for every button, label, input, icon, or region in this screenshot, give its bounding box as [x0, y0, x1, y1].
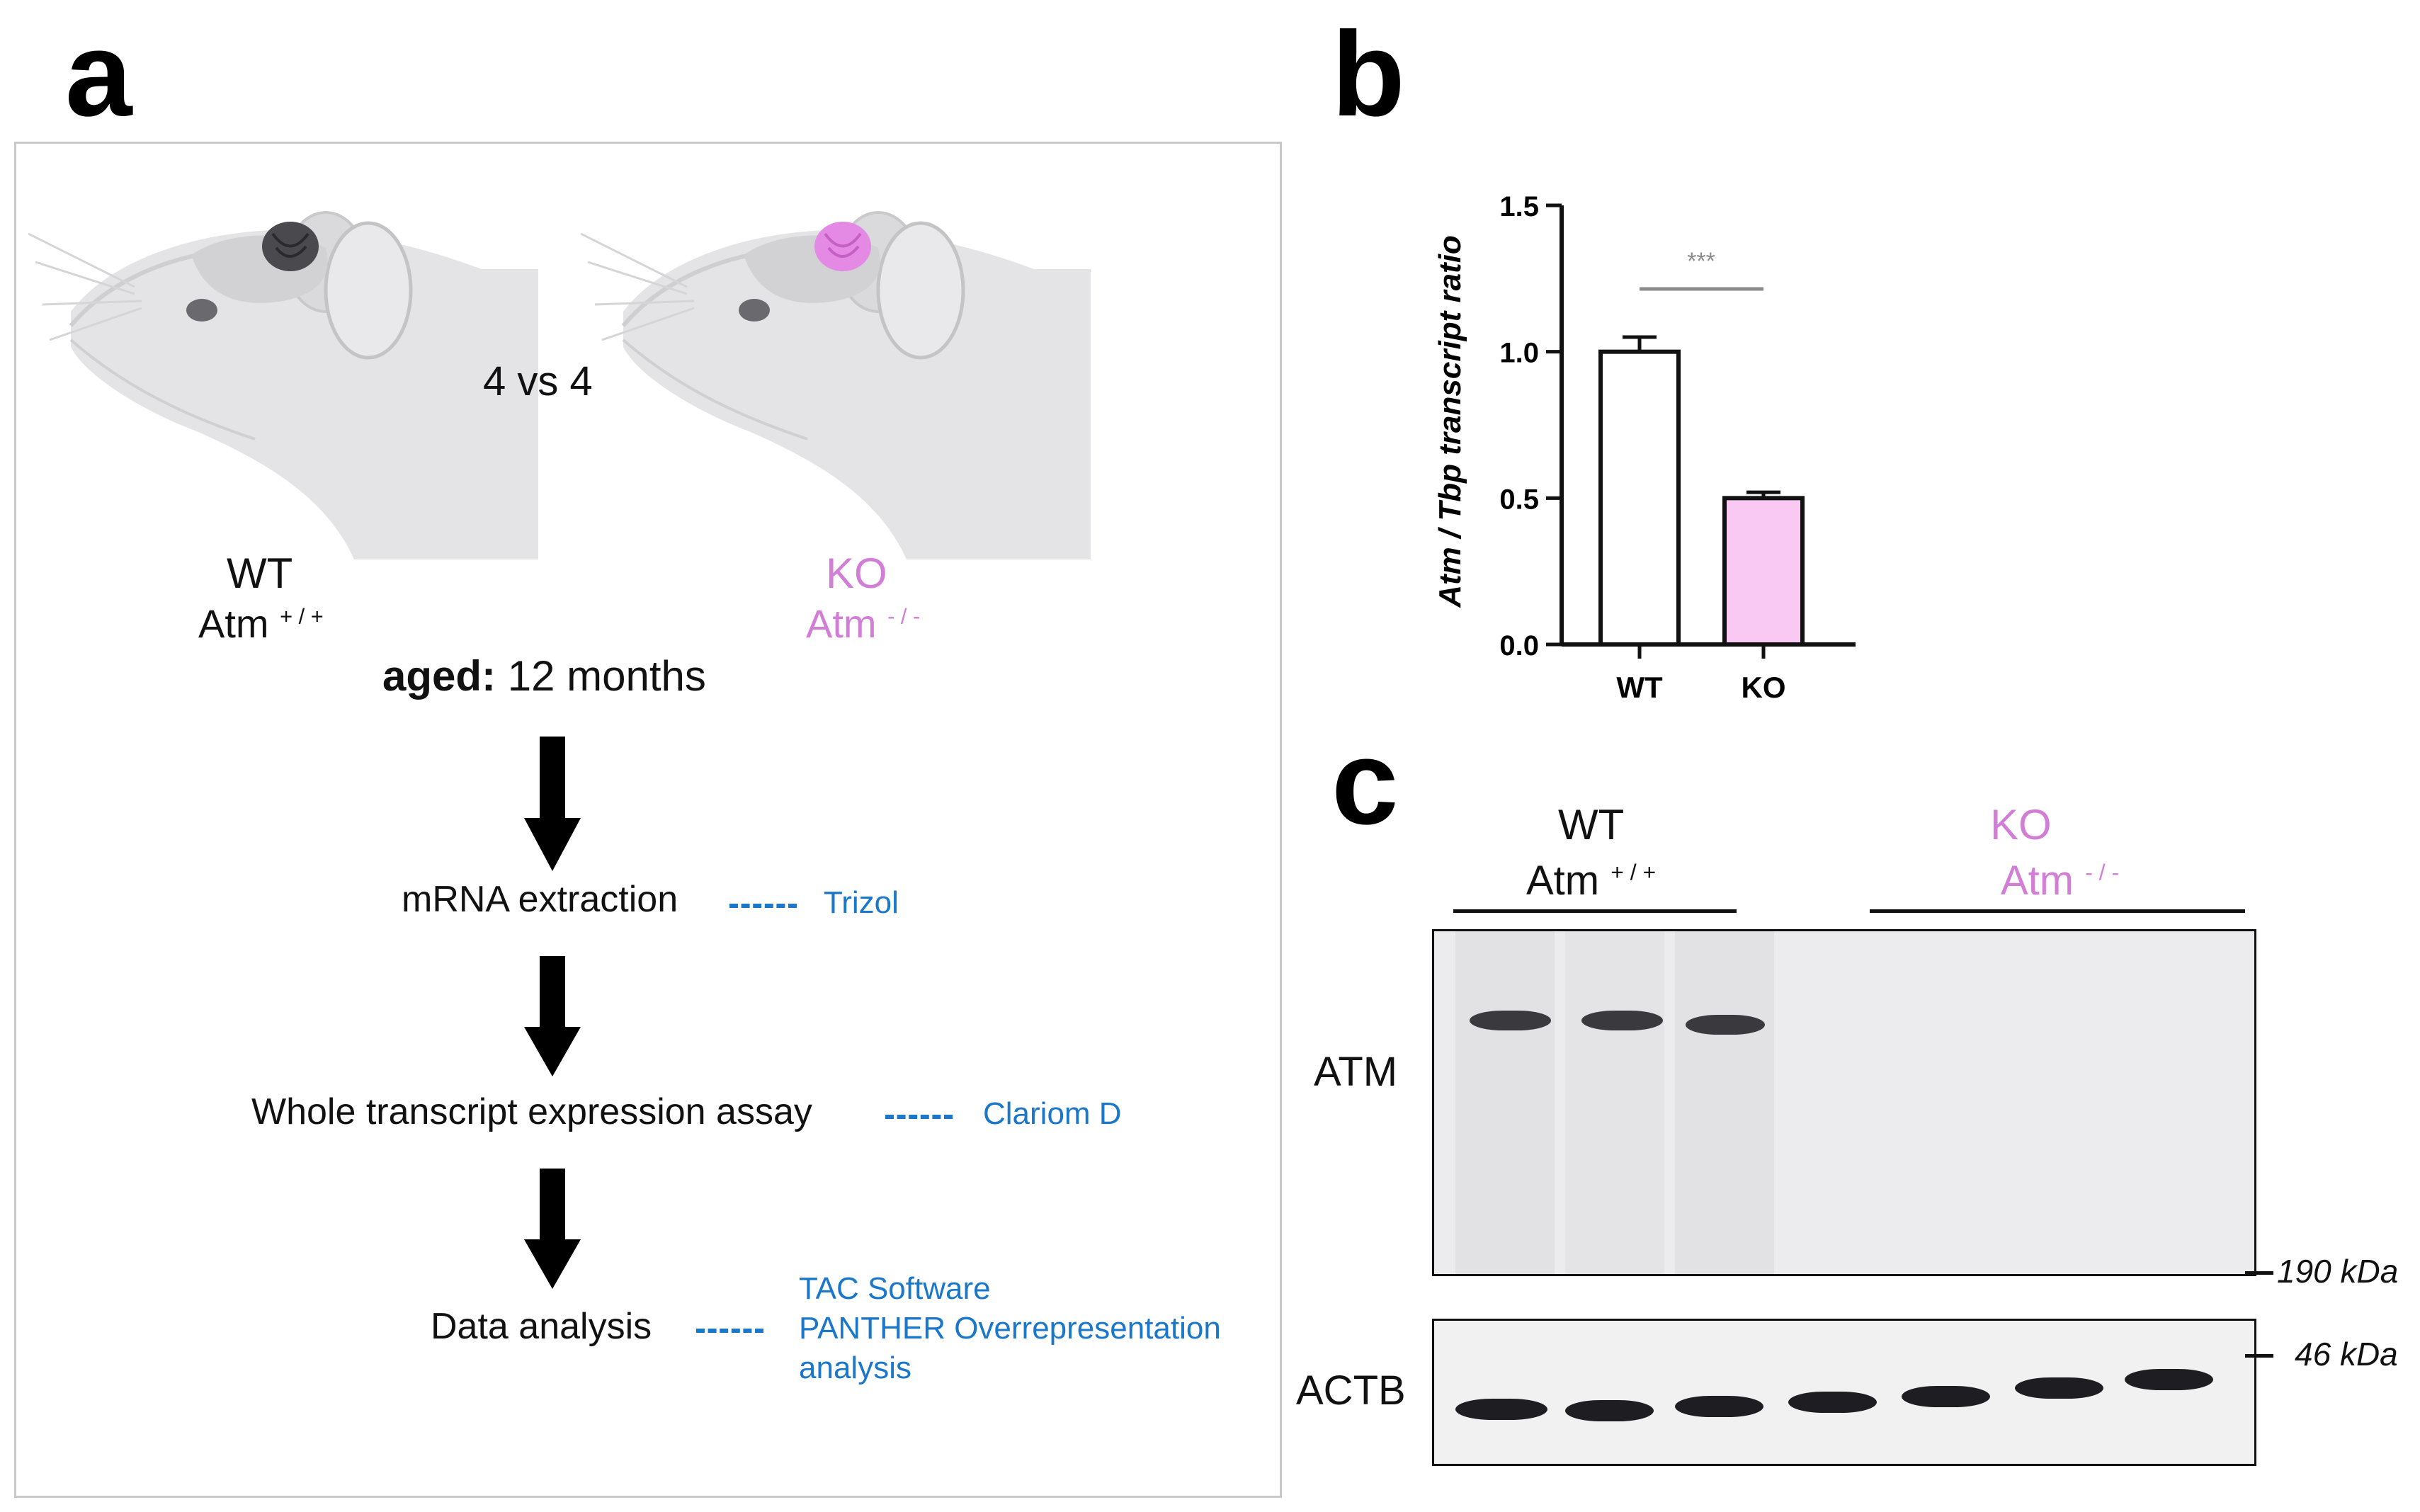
- ko-mouse-illustration: [581, 211, 1091, 559]
- atm-blot-image: [1432, 929, 2256, 1276]
- step-mrna-extraction: mRNA extraction: [402, 879, 678, 920]
- wt-lane-bracket: [1453, 909, 1737, 913]
- actb-band: [2015, 1377, 2103, 1399]
- ko-genotype-superscript: - / -: [887, 603, 921, 629]
- down-arrow-icon: [524, 737, 581, 871]
- marker-190-kda: 190 kDa: [2277, 1253, 2399, 1290]
- wt-genotype-text: Atm: [198, 601, 269, 646]
- step-whole-transcript: Whole transcript expression assay: [251, 1091, 812, 1132]
- y-tick-label: 1.5: [1499, 191, 1539, 222]
- atm-band: [1686, 1015, 1765, 1035]
- panel-a-frame: [14, 142, 1282, 1498]
- dash-connector: [696, 1329, 763, 1333]
- blot-lane: [1565, 931, 1664, 1274]
- bar-wt: [1598, 349, 1681, 647]
- method-panther: PANTHER Overrepresentation: [799, 1311, 1221, 1346]
- y-tick-label: 0.0: [1499, 630, 1539, 661]
- comparison-label: 4 vs 4: [483, 358, 593, 404]
- ko-lane-bracket: [1870, 909, 2245, 913]
- bar-chart: 0.0 0.5 1.0 1.5 WT KO *** Atm / Tbp transcrip…: [1433, 191, 1856, 704]
- actb-blot-image: [1432, 1319, 2256, 1466]
- blot-atm-label: ATM: [1314, 1049, 1398, 1095]
- chart-ylabel: Atm / Tbp transcript ratio: [1433, 235, 1467, 608]
- wt-genotype: Atm + / +: [198, 601, 324, 647]
- blot-wt-genotype-text: Atm: [1526, 858, 1600, 904]
- blot-ko-genotype: Atm - / -: [2001, 857, 2119, 904]
- marker-tick-46: [2245, 1354, 2273, 1358]
- ko-genotype: Atm - / -: [806, 601, 920, 647]
- wt-label: WT: [227, 550, 293, 597]
- x-tick-label: WT: [1616, 671, 1663, 704]
- actb-band: [1675, 1396, 1763, 1417]
- blot-wt-genotype: Atm + / +: [1526, 857, 1656, 904]
- panel-b-letter: b: [1331, 7, 1405, 142]
- bar-ko: [1722, 496, 1805, 647]
- blot-wt-superscript: + / +: [1611, 859, 1657, 885]
- wt-genotype-superscript: + / +: [280, 603, 324, 629]
- blot-ko-genotype-text: Atm: [2001, 858, 2074, 904]
- actb-band: [1565, 1400, 1654, 1421]
- step-data-analysis: Data analysis: [431, 1306, 652, 1347]
- dash-connector: [885, 1115, 953, 1119]
- down-arrow-icon: [524, 1169, 581, 1289]
- method-clariom: Clariom D: [983, 1096, 1122, 1131]
- method-analysis: analysis: [799, 1351, 911, 1385]
- x-tick-label: KO: [1742, 671, 1786, 704]
- actb-band: [2125, 1369, 2213, 1390]
- blot-lane: [1675, 931, 1774, 1274]
- chart-axes: 0.0 0.5 1.0 1.5 WT KO: [1499, 191, 1856, 704]
- blot-ko-label: KO: [1990, 801, 2052, 848]
- marker-46-kda: 46 kDa: [2295, 1336, 2398, 1372]
- chart-bars: ***: [1598, 248, 1805, 647]
- method-tac-software: TAC Software: [799, 1271, 991, 1306]
- ko-genotype-text: Atm: [806, 601, 877, 646]
- wt-mouse-illustration: [28, 211, 538, 559]
- marker-tick-190: [2245, 1271, 2273, 1275]
- aged-label: aged: 12 months: [382, 652, 706, 700]
- blot-wt-label: WT: [1558, 801, 1625, 848]
- blot-lane: [1455, 931, 1555, 1274]
- atm-band: [1470, 1011, 1551, 1030]
- aged-bold: aged:: [382, 652, 496, 700]
- atm-band: [1581, 1011, 1663, 1030]
- actb-band: [1902, 1386, 1990, 1407]
- actb-band: [1455, 1399, 1547, 1420]
- y-tick-label: 0.5: [1499, 484, 1539, 515]
- panel-c-letter: c: [1331, 715, 1399, 850]
- blot-ko-superscript: - / -: [2085, 859, 2120, 885]
- y-tick-label: 1.0: [1499, 338, 1539, 369]
- panel-a-letter: a: [65, 7, 132, 142]
- significance-label: ***: [1687, 248, 1715, 275]
- actb-band: [1788, 1392, 1877, 1413]
- blot-actb-label: ACTB: [1296, 1368, 1406, 1414]
- aged-value: 12 months: [507, 652, 706, 700]
- down-arrow-icon: [524, 956, 581, 1076]
- dash-connector: [729, 904, 797, 908]
- method-trizol: Trizol: [824, 885, 899, 920]
- ko-label: KO: [826, 550, 887, 597]
